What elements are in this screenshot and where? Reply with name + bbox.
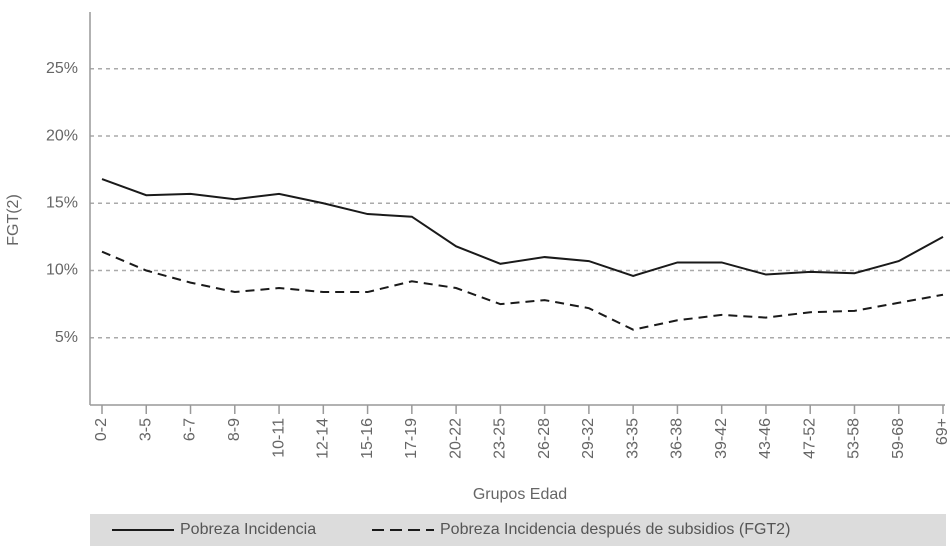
x-tick-label: 33-35: [624, 418, 641, 459]
x-tick-label: 15-16: [359, 418, 376, 459]
data-line: [101, 178, 944, 277]
x-tick-label: 39-42: [713, 418, 730, 459]
legend-label: Pobreza Incidencia: [180, 521, 316, 538]
legend-box: [90, 514, 946, 546]
y-axis-label: FGT(2): [5, 194, 22, 246]
x-tick-label: 10-11: [270, 418, 287, 458]
x-tick-label: 29-32: [580, 418, 597, 459]
x-tick-label: 43-46: [757, 418, 774, 459]
x-tick-label: 47-52: [801, 418, 818, 459]
y-tick-label: 15%: [46, 194, 78, 211]
x-tick-label: 36-38: [669, 418, 686, 459]
legend-label: Pobreza Incidencia después de subsidios …: [440, 521, 790, 538]
y-tick-label: 5%: [55, 329, 78, 346]
y-tick-label: 25%: [46, 60, 78, 77]
y-tick-label: 20%: [46, 127, 78, 144]
x-tick-label: 26-28: [536, 418, 553, 459]
x-tick-label: 17-19: [403, 418, 420, 459]
y-tick-label: 10%: [46, 262, 78, 279]
x-tick-label: 59-68: [890, 418, 907, 459]
x-tick-label: 53-58: [846, 418, 863, 459]
x-tick-label: 12-14: [315, 418, 332, 459]
x-tick-label: 0-2: [93, 418, 110, 441]
x-tick-label: 8-9: [226, 418, 243, 441]
x-tick-label: 23-25: [492, 418, 509, 459]
x-tick-label: 6-7: [182, 418, 199, 441]
x-axis-label: Grupos Edad: [473, 486, 567, 503]
x-tick-label: 69+: [934, 418, 951, 445]
data-line: [101, 250, 944, 331]
x-tick-label: 3-5: [137, 418, 154, 441]
x-tick-label: 20-22: [447, 418, 464, 459]
